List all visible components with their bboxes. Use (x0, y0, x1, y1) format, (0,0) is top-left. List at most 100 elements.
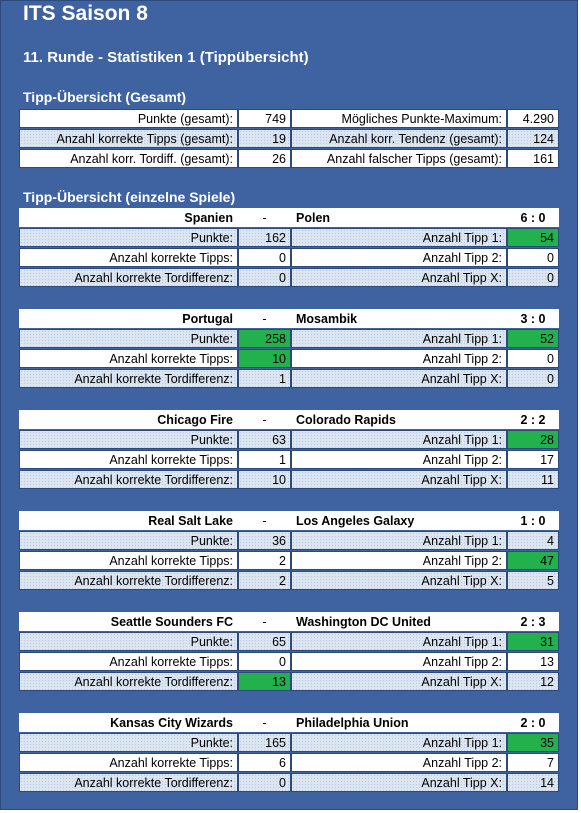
match-score: 2 : 0 (507, 713, 559, 732)
overall-left-label: Anzahl korrekte Tipps (gesamt): (19, 129, 238, 148)
overall-heading: Tipp-Übersicht (Gesamt) (23, 89, 187, 105)
stat-label-tipp2: Anzahl Tipp 2: (291, 551, 507, 570)
stat-value-tippx: 0 (507, 268, 559, 287)
overall-right-label: Mögliches Punkte-Maximum: (291, 109, 507, 128)
stat-label-tippx: Anzahl Tipp X: (291, 773, 507, 792)
stat-value-korrekte: 10 (238, 349, 291, 368)
stat-label-tipp2: Anzahl Tipp 2: (291, 652, 507, 671)
stat-label-tipp1: Anzahl Tipp 1: (291, 733, 507, 752)
away-team: Los Angeles Galaxy (291, 511, 507, 530)
stat-value-punkte: 165 (238, 733, 291, 752)
stat-value-tipp2: 13 (507, 652, 559, 671)
stat-value-punkte: 63 (238, 430, 291, 449)
stat-label-tordiff: Anzahl korrekte Tordifferenz: (19, 268, 238, 287)
game-block: Chicago Fire - Colorado Rapids 2 : 2 Punkte:… (19, 410, 559, 490)
overall-row: Punkte (gesamt): 749 Mögliches Punkte-Ma… (19, 109, 559, 129)
game-stat-row: Punkte: 162 Anzahl Tipp 1: 54 (19, 228, 559, 248)
away-team: Mosambik (291, 309, 507, 328)
away-team: Polen (291, 208, 507, 227)
stat-value-tippx: 14 (507, 773, 559, 792)
stat-value-punkte: 65 (238, 632, 291, 651)
game-block: Real Salt Lake - Los Angeles Galaxy 1 : 0 Pu… (19, 511, 559, 591)
home-team: Kansas City Wizards (19, 713, 238, 732)
stat-value-tordiff: 0 (238, 268, 291, 287)
game-stat-row: Anzahl korrekte Tordifferenz: 13 Anzahl Ti… (19, 672, 559, 692)
page-subtitle: 11. Runde - Statistiken 1 (Tippübersicht… (23, 49, 309, 66)
home-team: Real Salt Lake (19, 511, 238, 530)
stat-value-tordiff: 13 (238, 672, 291, 691)
stat-value-tippx: 0 (507, 369, 559, 388)
away-team: Philadelphia Union (291, 713, 507, 732)
game-stat-row: Punkte: 258 Anzahl Tipp 1: 52 (19, 329, 559, 349)
stat-value-korrekte: 2 (238, 551, 291, 570)
away-team: Colorado Rapids (291, 410, 507, 429)
overall-left-value: 26 (238, 149, 291, 168)
stat-label-tordiff: Anzahl korrekte Tordifferenz: (19, 773, 238, 792)
stat-value-tipp2: 7 (507, 753, 559, 772)
game-block: Kansas City Wizards - Philadelphia Union 2 … (19, 713, 559, 793)
game-block: Portugal - Mosambik 3 : 0 Punkte: 258 Anzahl T… (19, 309, 559, 389)
stat-label-tippx: Anzahl Tipp X: (291, 470, 507, 489)
home-team: Chicago Fire (19, 410, 238, 429)
overall-right-label: Anzahl falscher Tipps (gesamt): (291, 149, 507, 168)
stat-label-punkte: Punkte: (19, 531, 238, 550)
home-team: Spanien (19, 208, 238, 227)
stat-label-korrekte: Anzahl korrekte Tipps: (19, 753, 238, 772)
stat-label-tipp1: Anzahl Tipp 1: (291, 632, 507, 651)
stat-label-tippx: Anzahl Tipp X: (291, 672, 507, 691)
stat-value-korrekte: 0 (238, 248, 291, 267)
match-score: 2 : 2 (507, 410, 559, 429)
game-stat-row: Anzahl korrekte Tipps: 2 Anzahl Tipp 2: 47 (19, 551, 559, 571)
game-stat-row: Anzahl korrekte Tipps: 10 Anzahl Tipp 2: 0 (19, 349, 559, 369)
stat-value-tordiff: 10 (238, 470, 291, 489)
games-heading: Tipp-Übersicht (einzelne Spiele) (23, 189, 236, 205)
match-score: 2 : 3 (507, 612, 559, 631)
game-stat-row: Anzahl korrekte Tordifferenz: 10 Anzahl Ti… (19, 470, 559, 490)
stat-value-korrekte: 6 (238, 753, 291, 772)
game-stat-row: Punkte: 63 Anzahl Tipp 1: 28 (19, 430, 559, 450)
stat-label-tipp1: Anzahl Tipp 1: (291, 531, 507, 550)
stat-label-korrekte: Anzahl korrekte Tipps: (19, 349, 238, 368)
stat-value-tipp1: 28 (507, 430, 559, 449)
stat-label-punkte: Punkte: (19, 430, 238, 449)
stat-label-tipp2: Anzahl Tipp 2: (291, 450, 507, 469)
stat-label-tipp2: Anzahl Tipp 2: (291, 248, 507, 267)
game-stat-row: Anzahl korrekte Tordifferenz: 0 Anzahl Tip… (19, 773, 559, 793)
home-team: Portugal (19, 309, 238, 328)
overall-right-value: 4.290 (507, 109, 559, 128)
stat-label-tordiff: Anzahl korrekte Tordifferenz: (19, 571, 238, 590)
game-header-row: Kansas City Wizards - Philadelphia Union 2 … (19, 713, 559, 733)
overall-right-value: 124 (507, 129, 559, 148)
game-header-row: Spanien - Polen 6 : 0 (19, 208, 559, 228)
stat-value-tipp2: 0 (507, 248, 559, 267)
stat-label-punkte: Punkte: (19, 632, 238, 651)
overall-row: Anzahl korrekte Tipps (gesamt): 19 Anzah… (19, 129, 559, 149)
stat-value-tipp2: 47 (507, 551, 559, 570)
stat-label-korrekte: Anzahl korrekte Tipps: (19, 551, 238, 570)
match-separator: - (238, 713, 291, 732)
overall-left-label: Anzahl korr. Tordiff. (gesamt): (19, 149, 238, 168)
game-header-row: Chicago Fire - Colorado Rapids 2 : 2 (19, 410, 559, 430)
match-separator: - (238, 309, 291, 328)
game-stat-row: Anzahl korrekte Tordifferenz: 1 Anzahl Tip… (19, 369, 559, 389)
stat-label-tippx: Anzahl Tipp X: (291, 571, 507, 590)
overall-right-label: Anzahl korr. Tendenz (gesamt): (291, 129, 507, 148)
match-score: 1 : 0 (507, 511, 559, 530)
stat-value-tippx: 11 (507, 470, 559, 489)
stat-value-tipp1: 35 (507, 733, 559, 752)
stat-value-punkte: 258 (238, 329, 291, 348)
stat-label-tordiff: Anzahl korrekte Tordifferenz: (19, 470, 238, 489)
overall-left-label: Punkte (gesamt): (19, 109, 238, 128)
page-title: ITS Saison 8 (23, 2, 148, 25)
stat-value-punkte: 162 (238, 228, 291, 247)
stat-label-punkte: Punkte: (19, 329, 238, 348)
stat-value-korrekte: 1 (238, 450, 291, 469)
game-stat-row: Punkte: 36 Anzahl Tipp 1: 4 (19, 531, 559, 551)
overall-left-value: 19 (238, 129, 291, 148)
stat-value-tippx: 5 (507, 571, 559, 590)
away-team: Washington DC United (291, 612, 507, 631)
match-separator: - (238, 612, 291, 631)
stat-label-tippx: Anzahl Tipp X: (291, 369, 507, 388)
stat-label-tipp2: Anzahl Tipp 2: (291, 349, 507, 368)
